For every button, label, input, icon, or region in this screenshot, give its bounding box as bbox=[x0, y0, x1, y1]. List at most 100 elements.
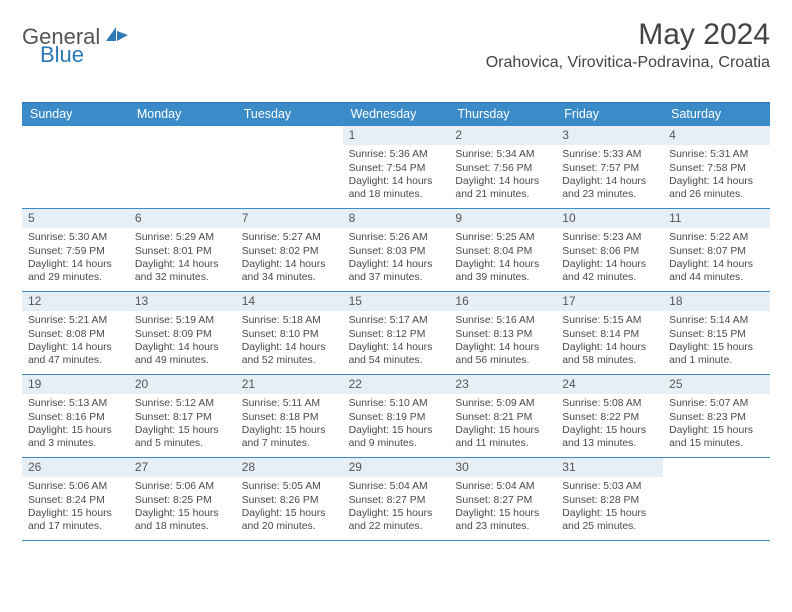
sunrise-line: Sunrise: 5:34 AM bbox=[455, 148, 552, 161]
sunset-line: Sunset: 8:06 PM bbox=[562, 245, 659, 258]
sunset-line: Sunset: 7:56 PM bbox=[455, 162, 552, 175]
sunrise-line: Sunrise: 5:21 AM bbox=[28, 314, 125, 327]
sunrise-line: Sunrise: 5:08 AM bbox=[562, 397, 659, 410]
sunset-line: Sunset: 8:16 PM bbox=[28, 411, 125, 424]
day-header-thursday: Thursday bbox=[449, 103, 556, 126]
day-number: 23 bbox=[449, 375, 556, 394]
sunrise-line: Sunrise: 5:36 AM bbox=[349, 148, 446, 161]
day-cell: 17Sunrise: 5:15 AMSunset: 8:14 PMDayligh… bbox=[556, 292, 663, 374]
day-cell: 2Sunrise: 5:34 AMSunset: 7:56 PMDaylight… bbox=[449, 126, 556, 208]
daylight-line-1: Daylight: 15 hours bbox=[669, 424, 766, 437]
day-cell: 24Sunrise: 5:08 AMSunset: 8:22 PMDayligh… bbox=[556, 375, 663, 457]
sunrise-line: Sunrise: 5:23 AM bbox=[562, 231, 659, 244]
day-cell: 28Sunrise: 5:05 AMSunset: 8:26 PMDayligh… bbox=[236, 458, 343, 540]
daylight-line-2: and 20 minutes. bbox=[242, 520, 339, 533]
sunrise-line: Sunrise: 5:15 AM bbox=[562, 314, 659, 327]
sunrise-line: Sunrise: 5:12 AM bbox=[135, 397, 232, 410]
sunrise-line: Sunrise: 5:10 AM bbox=[349, 397, 446, 410]
day-number: 27 bbox=[129, 458, 236, 477]
daylight-line-1: Daylight: 14 hours bbox=[669, 175, 766, 188]
daylight-line-2: and 34 minutes. bbox=[242, 271, 339, 284]
daylight-line-2: and 44 minutes. bbox=[669, 271, 766, 284]
sunset-line: Sunset: 8:22 PM bbox=[562, 411, 659, 424]
sunrise-line: Sunrise: 5:04 AM bbox=[349, 480, 446, 493]
daylight-line-2: and 49 minutes. bbox=[135, 354, 232, 367]
daylight-line-2: and 23 minutes. bbox=[455, 520, 552, 533]
week-row: 26Sunrise: 5:06 AMSunset: 8:24 PMDayligh… bbox=[22, 458, 770, 541]
page-header: General May 2024 Orahovica, Virovitica-P… bbox=[22, 18, 770, 72]
daylight-line-2: and 5 minutes. bbox=[135, 437, 232, 450]
day-number: 12 bbox=[22, 292, 129, 311]
sunset-line: Sunset: 8:27 PM bbox=[455, 494, 552, 507]
day-number: 25 bbox=[663, 375, 770, 394]
week-row: 1Sunrise: 5:36 AMSunset: 7:54 PMDaylight… bbox=[22, 126, 770, 209]
daylight-line-1: Daylight: 14 hours bbox=[562, 341, 659, 354]
daylight-line-1: Daylight: 15 hours bbox=[562, 424, 659, 437]
sunset-line: Sunset: 8:12 PM bbox=[349, 328, 446, 341]
day-cell bbox=[129, 126, 236, 208]
daylight-line-2: and 18 minutes. bbox=[349, 188, 446, 201]
day-number: 20 bbox=[129, 375, 236, 394]
daylight-line-1: Daylight: 14 hours bbox=[242, 258, 339, 271]
day-cell: 30Sunrise: 5:04 AMSunset: 8:27 PMDayligh… bbox=[449, 458, 556, 540]
sunset-line: Sunset: 8:26 PM bbox=[242, 494, 339, 507]
sunset-line: Sunset: 7:59 PM bbox=[28, 245, 125, 258]
daylight-line-1: Daylight: 14 hours bbox=[135, 258, 232, 271]
day-header-wednesday: Wednesday bbox=[343, 103, 450, 126]
day-cell: 27Sunrise: 5:06 AMSunset: 8:25 PMDayligh… bbox=[129, 458, 236, 540]
day-number: 28 bbox=[236, 458, 343, 477]
sunset-line: Sunset: 7:54 PM bbox=[349, 162, 446, 175]
day-number: 30 bbox=[449, 458, 556, 477]
sunset-line: Sunset: 8:27 PM bbox=[349, 494, 446, 507]
sunrise-line: Sunrise: 5:13 AM bbox=[28, 397, 125, 410]
sunrise-line: Sunrise: 5:30 AM bbox=[28, 231, 125, 244]
daylight-line-1: Daylight: 14 hours bbox=[562, 258, 659, 271]
month-title: May 2024 bbox=[486, 18, 770, 52]
day-cell: 22Sunrise: 5:10 AMSunset: 8:19 PMDayligh… bbox=[343, 375, 450, 457]
daylight-line-2: and 1 minute. bbox=[669, 354, 766, 367]
day-cell bbox=[663, 458, 770, 540]
daylight-line-1: Daylight: 14 hours bbox=[242, 341, 339, 354]
sunset-line: Sunset: 8:10 PM bbox=[242, 328, 339, 341]
daylight-line-2: and 25 minutes. bbox=[562, 520, 659, 533]
week-row: 19 Sunrise: 5:13 AMSunset: 8:16 PM Dayligh… bbox=[22, 375, 770, 458]
day-number: 18 bbox=[663, 292, 770, 311]
day-cell: 7Sunrise: 5:27 AMSunset: 8:02 PMDaylight… bbox=[236, 209, 343, 291]
day-cell: 13Sunrise: 5:19 AMSunset: 8:09 PMDayligh… bbox=[129, 292, 236, 374]
day-cell bbox=[236, 126, 343, 208]
sunset-line: Sunset: 8:14 PM bbox=[562, 328, 659, 341]
sunset-line: Sunset: 8:24 PM bbox=[28, 494, 125, 507]
logo-text-blue-wrap: Blue bbox=[40, 42, 84, 68]
sunrise-line: Sunrise: 5:26 AM bbox=[349, 231, 446, 244]
sunrise-line: Sunrise: 5:27 AM bbox=[242, 231, 339, 244]
sunrise-line: Sunrise: 5:05 AM bbox=[242, 480, 339, 493]
daylight-line-1: Daylight: 14 hours bbox=[455, 258, 552, 271]
day-number: 19 bbox=[22, 375, 129, 394]
sunset-line: Sunset: 8:01 PM bbox=[135, 245, 232, 258]
day-cell bbox=[22, 126, 129, 208]
sunrise-line: Sunrise: 5:06 AM bbox=[28, 480, 125, 493]
day-number: 15 bbox=[343, 292, 450, 311]
day-header-friday: Friday bbox=[556, 103, 663, 126]
sunrise-line: Sunrise: 5:04 AM bbox=[455, 480, 552, 493]
sunset-line: Sunset: 8:23 PM bbox=[669, 411, 766, 424]
daylight-line-2: and 9 minutes. bbox=[349, 437, 446, 450]
day-number: 9 bbox=[449, 209, 556, 228]
daylight-line-1: Daylight: 14 hours bbox=[455, 175, 552, 188]
daylight-line-2: and 39 minutes. bbox=[455, 271, 552, 284]
day-cell: 21Sunrise: 5:11 AMSunset: 8:18 PMDayligh… bbox=[236, 375, 343, 457]
sunset-line: Sunset: 8:07 PM bbox=[669, 245, 766, 258]
day-number: 11 bbox=[663, 209, 770, 228]
daylight-line-1: Daylight: 15 hours bbox=[242, 424, 339, 437]
day-cell: 6Sunrise: 5:29 AMSunset: 8:01 PMDaylight… bbox=[129, 209, 236, 291]
sunrise-line: Sunrise: 5:11 AM bbox=[242, 397, 339, 410]
day-number: 13 bbox=[129, 292, 236, 311]
title-block: May 2024 Orahovica, Virovitica-Podravina… bbox=[486, 18, 770, 72]
sunset-line: Sunset: 7:57 PM bbox=[562, 162, 659, 175]
daylight-line-1: Daylight: 14 hours bbox=[349, 341, 446, 354]
daylight-line-1: Daylight: 14 hours bbox=[562, 175, 659, 188]
sunrise-line: Sunrise: 5:16 AM bbox=[455, 314, 552, 327]
daylight-line-2: and 17 minutes. bbox=[28, 520, 125, 533]
sunrise-line: Sunrise: 5:29 AM bbox=[135, 231, 232, 244]
day-cell: 18Sunrise: 5:14 AMSunset: 8:15 PMDayligh… bbox=[663, 292, 770, 374]
